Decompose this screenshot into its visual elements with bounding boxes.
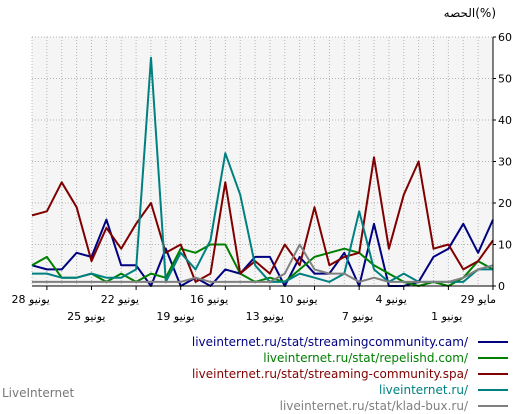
x-tick-label: 10 يونيو [279,293,317,306]
legend-item: liveinternet.ru/stat/repelishd.com/ [263,350,508,366]
legend-item: liveinternet.ru/stat/klad-bux.ru/ [280,398,508,414]
footer-brand: LiveInternet [2,386,75,400]
legend-swatch [478,341,508,343]
x-tick-label: 7 يونيو [342,310,373,323]
legend-label: liveinternet.ru/stat/streaming-community… [191,367,468,381]
legend-swatch [478,389,508,391]
chart-grid [31,36,494,287]
legend-item: liveinternet.ru/ [379,382,508,398]
x-tick-label: 1 يونيو [431,310,462,323]
x-tick-label: 29 مايو [461,293,497,306]
x-tick-label: 25 يونيو [67,310,105,323]
y-tick-label: 60 [498,31,512,44]
chart-series [31,56,494,287]
x-tick-label: 13 يونيو [246,310,284,323]
legend-item: liveinternet.ru/stat/streaming-community… [192,366,508,382]
legend-label: liveinternet.ru/stat/klad-bux.ru/ [279,399,468,413]
legend-swatch [478,405,508,407]
y-tick-label: 0 [498,280,505,293]
y-tick-label: 40 [498,114,512,127]
legend-swatch [478,373,508,375]
chart-axes [32,36,496,290]
x-tick-label: 22 يونيو [101,293,139,306]
y-tick-label: 50 [498,73,512,86]
y-axis-label: الحصه(%) [444,6,496,20]
series-line-3 [31,156,494,283]
legend-swatch [478,357,508,359]
legend-label: liveinternet.ru/stat/repelishd.com/ [263,351,468,365]
series-line-4 [32,56,493,283]
legend-label: liveinternet.ru/ [379,383,468,397]
y-tick-label: 20 [498,197,512,210]
y-tick-label: 10 [498,239,512,252]
series-line-5 [32,243,494,283]
x-tick-label: 28 يونيو [12,293,50,306]
x-tick-label: 4 يونيو [375,293,406,306]
y-tick-label: 30 [498,156,512,169]
series-line-2 [31,243,494,287]
x-tick-label: 16 يونيو [190,293,228,306]
legend-item: liveinternet.ru/stat/streamingcommunity.… [192,334,508,350]
x-tick-label: 19 يونيو [156,310,194,323]
legend-label: liveinternet.ru/stat/streamingcommunity.… [191,335,468,349]
